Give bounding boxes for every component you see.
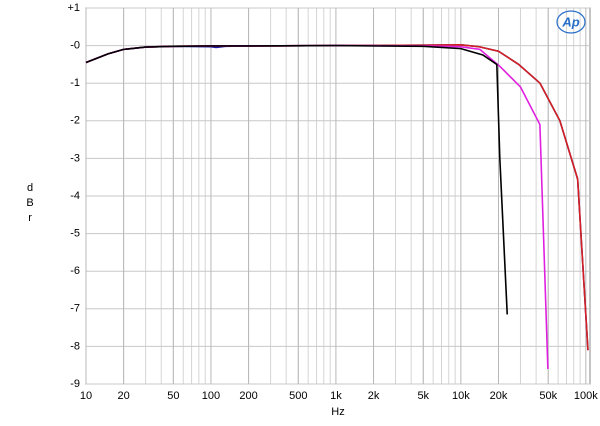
logo: Ap: [561, 14, 579, 29]
x-tick-label: 50: [167, 390, 179, 402]
y-tick-label: -2: [70, 115, 80, 127]
x-tick-label: 5k: [417, 390, 429, 402]
x-tick-label: 10: [80, 390, 92, 402]
x-tick-label: 50k: [539, 390, 557, 402]
x-tick-label: 20k: [490, 390, 508, 402]
x-axis-label: Hz: [331, 406, 344, 418]
x-tick-label: 200: [239, 390, 257, 402]
logo-ring: [556, 10, 586, 34]
y-tick-label: -1: [70, 77, 80, 89]
x-tick-label: 100k: [574, 390, 598, 402]
y-tick-label: +1: [67, 2, 80, 14]
series-line: [85, 44, 509, 315]
y-axis-label: dBr: [24, 182, 36, 227]
y-tick-label: -3: [70, 152, 80, 164]
y-tick-label: -8: [70, 340, 80, 352]
x-tick-label: 10k: [452, 390, 470, 402]
y-tick-label: -5: [70, 228, 80, 240]
x-tick-label: 100: [202, 390, 220, 402]
x-tick-label: 1k: [330, 390, 342, 402]
x-tick-label: 20: [117, 390, 129, 402]
y-tick-label: -7: [70, 303, 80, 315]
x-tick-label: 500: [289, 390, 307, 402]
y-tick-label: -0: [70, 40, 80, 52]
y-tick-label: -6: [70, 265, 80, 277]
y-tick-label: -9: [70, 378, 80, 390]
x-tick-label: 2k: [368, 390, 380, 402]
y-tick-label: -4: [70, 190, 80, 202]
